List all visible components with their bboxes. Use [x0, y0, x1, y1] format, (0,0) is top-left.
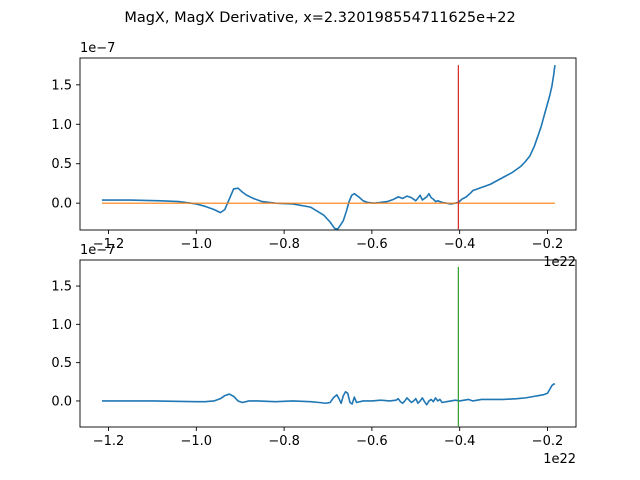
y-tick-label: 0.5 — [51, 157, 72, 172]
x-tick-label: −0.8 — [268, 237, 300, 252]
x-tick-label: −0.8 — [268, 434, 300, 449]
series-line-0 — [101, 383, 555, 406]
y-tick-label: 1.0 — [51, 318, 72, 333]
x-tick-label: −0.4 — [444, 434, 476, 449]
bottom-panel: −1.2 −1.0 −0.8 −0.6 −0.4 −0.2 0.0 0.5 1.0 1.5 1e−7… — [51, 243, 577, 467]
x-tick-label: −0.6 — [356, 434, 388, 449]
x-tick-label: −1.2 — [93, 237, 125, 252]
x-tick-label: −0.4 — [444, 237, 476, 252]
x-offset-label: 1e22 — [543, 452, 576, 467]
y-tick-label: 0.0 — [51, 197, 72, 212]
x-offset-label: 1e22 — [543, 255, 576, 270]
figure-title: MagX, MagX Derivative, x=2.3201985547116… — [124, 10, 515, 26]
top-panel: −1.2 −1.0 −0.8 −0.6 −0.4 −0.2 0.0 0.5 1.0 1.5 1e−7… — [51, 41, 577, 270]
y-tick-label: 1.0 — [51, 118, 72, 133]
y-tick-label: 0.0 — [51, 394, 72, 409]
y-offset-label: 1e−7 — [80, 41, 115, 56]
axes-frame — [79, 259, 577, 428]
x-tick-label: −1.2 — [93, 434, 125, 449]
series-line-0 — [101, 64, 556, 230]
x-tick-label: −0.2 — [532, 237, 564, 252]
x-tick-label: −1.0 — [181, 237, 213, 252]
y-tick-label: 1.5 — [51, 78, 72, 93]
x-tick-label: −0.2 — [532, 434, 564, 449]
y-tick-label: 0.5 — [51, 356, 72, 371]
y-offset-label: 1e−7 — [80, 243, 115, 258]
x-tick-label: −0.6 — [356, 237, 388, 252]
x-tick-label: −1.0 — [181, 434, 213, 449]
axes-frame — [79, 57, 577, 231]
y-tick-label: 1.5 — [51, 280, 72, 295]
